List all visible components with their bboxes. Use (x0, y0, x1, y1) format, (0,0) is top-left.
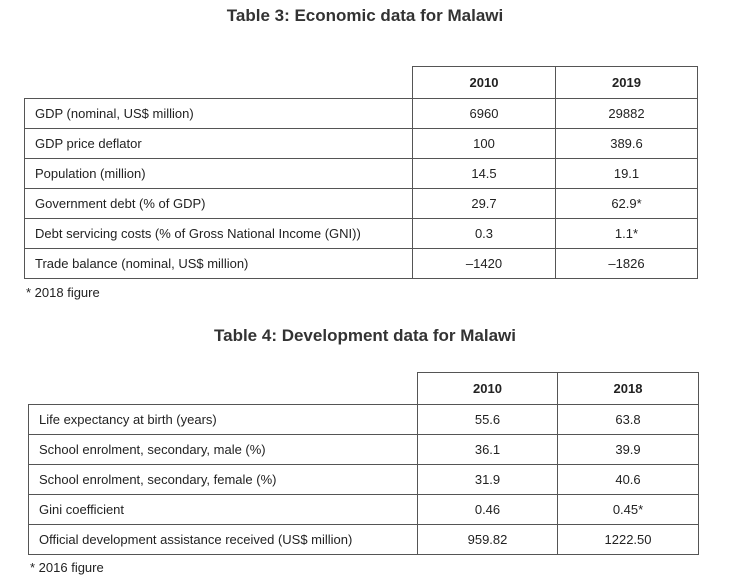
cell-value: 62.9* (555, 188, 698, 219)
cell-value: 389.6 (555, 128, 698, 159)
cell-value: 29.7 (412, 188, 556, 219)
cell-value: 6960 (412, 98, 556, 129)
table3-economic-data: 2010 2019 GDP (nominal, US$ million) 6960… (24, 66, 698, 279)
cell-value: 100 (412, 128, 556, 159)
row-label: Official development assistance received… (28, 524, 418, 555)
cell-value: 31.9 (417, 464, 558, 495)
table4-development-data: 2010 2018 Life expectancy at birth (year… (28, 372, 699, 555)
cell-value: 14.5 (412, 158, 556, 189)
table-row: GDP price deflator 100 389.6 (24, 128, 698, 159)
cell-value: 0.45* (557, 494, 699, 525)
row-label: GDP (nominal, US$ million) (24, 98, 413, 129)
table-row: Gini coefficient 0.46 0.45* (28, 494, 699, 525)
table-row: GDP (nominal, US$ million) 6960 29882 (24, 98, 698, 129)
table-row: School enrolment, secondary, male (%) 36.… (28, 434, 699, 465)
row-label: Trade balance (nominal, US$ million) (24, 248, 413, 279)
table-row: Government debt (% of GDP) 29.7 62.9* (24, 188, 698, 219)
cell-value: 36.1 (417, 434, 558, 465)
table3-title: Table 3: Economic data for Malawi (226, 6, 504, 25)
table-row: Life expectancy at birth (years) 55.6 63.8 (28, 404, 699, 435)
cell-value: 63.8 (557, 404, 699, 435)
table-row: School enrolment, secondary, female (%) 3… (28, 464, 699, 495)
cell-value: 55.6 (417, 404, 558, 435)
table-row: Debt servicing costs (% of Gross Nationa… (24, 218, 698, 249)
table-header-row: 2010 2018 (28, 372, 699, 405)
table-row: Population (million) 14.5 19.1 (24, 158, 698, 189)
cell-value: 1.1* (555, 218, 698, 249)
cell-value: 0.46 (417, 494, 558, 525)
row-label: GDP price deflator (24, 128, 413, 159)
cell-value: 29882 (555, 98, 698, 129)
table-row: Official development assistance received… (28, 524, 699, 555)
table4-footnote: * 2016 figure (30, 560, 104, 575)
column-header: 2010 (417, 372, 558, 405)
table3-footnote: * 2018 figure (26, 285, 100, 300)
cell-value: 0.3 (412, 218, 556, 249)
row-label: Gini coefficient (28, 494, 418, 525)
row-label: Debt servicing costs (% of Gross Nationa… (24, 218, 413, 249)
cell-value: –1420 (412, 248, 556, 279)
cell-value: 39.9 (557, 434, 699, 465)
row-label: Government debt (% of GDP) (24, 188, 413, 219)
cell-value: 40.6 (557, 464, 699, 495)
column-header: 2019 (555, 66, 698, 99)
row-label: School enrolment, secondary, male (%) (28, 434, 418, 465)
row-label: Population (million) (24, 158, 413, 189)
cell-value: –1826 (555, 248, 698, 279)
table4-title: Table 4: Development data for Malawi (214, 326, 516, 345)
row-label: Life expectancy at birth (years) (28, 404, 418, 435)
column-header: 2018 (557, 372, 699, 405)
column-header: 2010 (412, 66, 556, 99)
table-header-row: 2010 2019 (24, 66, 698, 99)
row-label: School enrolment, secondary, female (%) (28, 464, 418, 495)
table-row: Trade balance (nominal, US$ million) –142… (24, 248, 698, 279)
cell-value: 19.1 (555, 158, 698, 189)
cell-value: 959.82 (417, 524, 558, 555)
cell-value: 1222.50 (557, 524, 699, 555)
